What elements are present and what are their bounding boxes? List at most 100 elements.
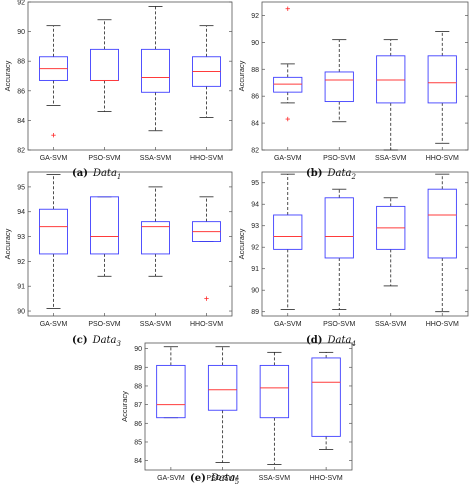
- y-tick-label-e-2: 86: [134, 421, 142, 428]
- y-tick-label-c-1: 91: [17, 284, 25, 291]
- panel-c: 90 91 92 93 94 95 Accuracy GA-SVM PSO-SVM SSA-SVM…: [3, 171, 233, 328]
- plot-frame-e: [144, 342, 353, 471]
- box-body-c-ssa-svm: [141, 221, 170, 255]
- y-tick-label-d-4: 93: [251, 223, 259, 230]
- caption-c-letter: (c): [72, 335, 88, 346]
- plot-frame-a: [27, 1, 233, 151]
- y-tick-label-e-3: 87: [134, 402, 142, 409]
- caption-c: (c) Data3: [72, 335, 121, 348]
- box-body-b-ssa-svm: [376, 55, 406, 104]
- box-c-pso-svm: [90, 196, 119, 277]
- box-body-c-pso-svm: [90, 196, 119, 255]
- plot-frame-c: [27, 171, 233, 317]
- y-tick-label-e-1: 85: [134, 439, 142, 446]
- box-d-ssa-svm: [376, 197, 406, 287]
- box-d-ga-svm: [273, 173, 303, 310]
- x-tick-label-a-3: HHO-SVM: [190, 155, 223, 162]
- panel-e: 84 85 86 87 88 89 90 Accuracy GA-SVM PSO-SVM SSA-S…: [120, 342, 353, 482]
- y-tick-label-e-0: 84: [134, 458, 142, 465]
- y-tick-label-b-1: 84: [251, 121, 259, 128]
- y-tick-label-d-1: 90: [251, 288, 259, 295]
- caption-d-name: Data: [327, 335, 352, 346]
- box-a-hho-svm: [192, 25, 221, 118]
- y-tick-label-d-5: 94: [251, 202, 259, 209]
- y-tick-label-b-4: 90: [251, 40, 259, 47]
- y-axis-label-e: Accuracy: [120, 391, 129, 422]
- box-e-hho-svm: [311, 351, 341, 450]
- box-body-c-ga-svm: [39, 208, 68, 255]
- box-body-e-ssa-svm: [259, 364, 290, 419]
- box-e-ga-svm: [156, 346, 186, 419]
- plot-frame-b: [261, 1, 469, 151]
- box-c-ga-svm: [39, 174, 68, 309]
- x-tick-label-a-0: GA-SVM: [40, 155, 68, 162]
- caption-a-name: Data: [92, 168, 117, 179]
- caption-d-subscript: 4: [351, 340, 356, 348]
- box-b-pso-svm: [324, 39, 354, 123]
- x-tick-label-b-3: HHO-SVM: [426, 155, 459, 162]
- x-tick-label-c-0: GA-SVM: [40, 321, 68, 328]
- box-body-e-hho-svm: [311, 357, 341, 437]
- box-body-b-hho-svm: [427, 55, 457, 104]
- y-tick-label-a-3: 88: [17, 59, 25, 66]
- y-tick-label-a-1: 84: [17, 118, 25, 125]
- y-tick-label-c-0: 90: [17, 309, 25, 316]
- box-body-e-ga-svm: [156, 364, 186, 419]
- x-tick-label-b-2: SSA-SVM: [375, 155, 407, 162]
- caption-a: (a) Data1: [72, 168, 121, 181]
- y-tick-label-e-4: 88: [134, 383, 142, 390]
- box-c-ssa-svm: [141, 186, 170, 277]
- y-tick-label-c-3: 93: [17, 234, 25, 241]
- x-tick-label-c-3: HHO-SVM: [190, 321, 223, 328]
- y-tick-label-d-2: 91: [251, 266, 259, 273]
- outlier-c-hho-svm-0: [204, 296, 209, 301]
- x-tick-label-e-3: HHO-SVM: [310, 475, 343, 482]
- plot-frame-d: [261, 171, 469, 317]
- y-tick-label-b-2: 86: [251, 94, 259, 101]
- box-body-b-pso-svm: [324, 71, 354, 103]
- caption-d-letter: (d): [306, 335, 323, 346]
- box-body-a-pso-svm: [90, 48, 119, 81]
- y-tick-label-c-5: 95: [17, 184, 25, 191]
- y-tick-label-b-5: 92: [251, 13, 259, 20]
- x-tick-label-b-0: GA-SVM: [274, 155, 302, 162]
- x-tick-label-d-2: SSA-SVM: [375, 321, 407, 328]
- y-tick-label-b-0: 82: [251, 148, 259, 155]
- x-tick-label-e-1: PSO-SVM: [206, 475, 238, 482]
- outlier-b-ga-svm-0: [285, 116, 290, 122]
- y-tick-label-a-0: 82: [17, 148, 25, 155]
- caption-b-name: Data: [327, 168, 352, 179]
- y-tick-label-c-2: 92: [17, 259, 25, 266]
- y-tick-label-c-4: 94: [17, 209, 25, 216]
- y-axis-label-b: Accuracy: [237, 60, 246, 91]
- y-tick-label-a-2: 86: [17, 88, 25, 95]
- caption-b: (b) Data2: [306, 168, 356, 181]
- x-tick-label-d-0: GA-SVM: [274, 321, 302, 328]
- box-b-ga-svm: [273, 6, 303, 122]
- y-tick-label-b-3: 88: [251, 67, 259, 74]
- caption-a-subscript: 1: [116, 173, 122, 181]
- box-d-pso-svm: [324, 188, 354, 310]
- panel-a: 82 84 86 88 90 92 Accuracy GA-SVM PSO-SVM SSA-SVM…: [3, 0, 233, 162]
- x-tick-label-e-2: SSA-SVM: [259, 475, 291, 482]
- box-a-ssa-svm: [141, 6, 170, 132]
- caption-e: (e) Data5: [190, 473, 239, 486]
- x-tick-label-a-1: PSO-SVM: [88, 155, 120, 162]
- box-body-d-ga-svm: [273, 214, 303, 250]
- box-a-ga-svm: [39, 25, 68, 138]
- x-tick-label-d-3: HHO-SVM: [426, 321, 459, 328]
- caption-b-letter: (b): [306, 168, 323, 179]
- y-axis-label-a: Accuracy: [3, 60, 12, 91]
- panel-b: 82 84 86 88 90 92 Accuracy GA-SVM PSO-SVM SSA-SVM…: [237, 1, 469, 162]
- box-body-a-ssa-svm: [141, 48, 170, 93]
- box-b-ssa-svm: [376, 39, 406, 151]
- caption-b-subscript: 2: [351, 173, 356, 181]
- x-tick-label-b-1: PSO-SVM: [323, 155, 355, 162]
- box-e-ssa-svm: [259, 351, 290, 465]
- y-tick-label-e-6: 90: [134, 346, 142, 353]
- box-body-e-pso-svm: [207, 364, 238, 411]
- box-c-hho-svm: [192, 196, 221, 301]
- y-tick-label-d-6: 95: [251, 180, 259, 187]
